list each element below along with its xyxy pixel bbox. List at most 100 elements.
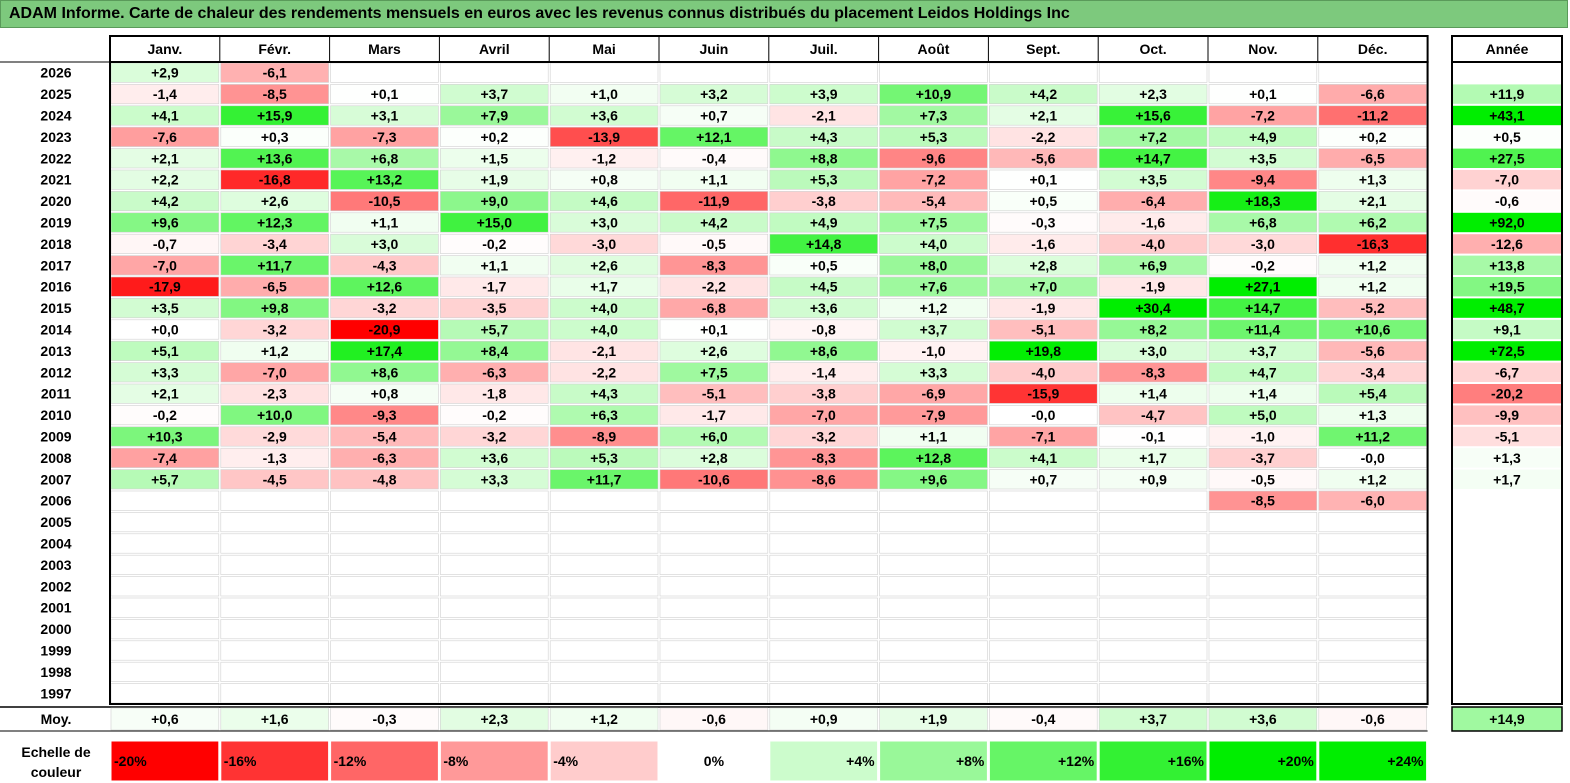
cell-value: -4,5: [263, 471, 287, 487]
cell-value: -15,9: [1027, 386, 1059, 402]
scale-swatch: [1098, 740, 1208, 782]
heatmap-cell: [769, 191, 878, 212]
heatmap-cell: [549, 490, 659, 511]
cell-value: +9,0: [480, 193, 508, 209]
cell-value: -6,5: [1361, 150, 1385, 166]
heatmap-cell: [1098, 383, 1208, 404]
annual-cell: [1453, 598, 1561, 618]
average-value: +1,2: [590, 711, 618, 727]
heatmap-cell: [769, 447, 878, 468]
cell-value: +17,4: [367, 343, 403, 359]
cell-value: -0,0: [1361, 450, 1385, 466]
average-cell: [549, 707, 659, 731]
cell-value: -0,1: [1141, 429, 1165, 445]
heatmap-cell: [1098, 84, 1208, 105]
year-label: 2008: [40, 450, 71, 466]
cell-value: +1,0: [590, 86, 618, 102]
cell-value: -0,2: [1251, 257, 1275, 273]
year-label: 2005: [40, 514, 71, 530]
heatmap-cell: [1098, 169, 1208, 190]
cell-value: +1,7: [590, 279, 618, 295]
heatmap-cell: [659, 661, 769, 682]
heatmap-cell: [330, 640, 439, 661]
heatmap-cell: [330, 683, 439, 704]
heatmap-cell: [440, 512, 549, 533]
cell-value: -1,8: [482, 386, 506, 402]
heatmap-cell: [440, 340, 549, 361]
cell-value: +6,0: [700, 429, 728, 445]
cell-value: -5,2: [1361, 300, 1385, 316]
cell-value: -8,9: [592, 429, 616, 445]
annual-cell: [1453, 448, 1561, 468]
cell-value: +5,3: [590, 450, 618, 466]
heatmap-cell: [879, 383, 988, 404]
cell-value: -17,9: [149, 279, 181, 295]
heatmap-cell: [1208, 683, 1318, 704]
cell-value: -3,2: [372, 300, 396, 316]
cell-value: -16,8: [259, 172, 291, 188]
scale-value: +16%: [1168, 753, 1205, 769]
heatmap-cell: [220, 105, 329, 126]
annual-value: -6,7: [1495, 364, 1519, 380]
heatmap-cell: [220, 576, 329, 597]
cell-value: +2,6: [700, 343, 728, 359]
annual-value: -7,0: [1495, 172, 1519, 188]
heatmap-cell: [769, 405, 878, 426]
heatmap-cell: [659, 62, 769, 83]
heatmap-cell: [879, 105, 988, 126]
heatmap-cell: [659, 84, 769, 105]
cell-value: +3,7: [480, 86, 508, 102]
heatmap-cell: [659, 447, 769, 468]
cell-value: -6,6: [1361, 86, 1385, 102]
heatmap-cell: [659, 533, 769, 554]
cell-value: +8,6: [810, 343, 838, 359]
heatmap-cell: [440, 683, 549, 704]
cell-value: -5,4: [372, 429, 396, 445]
heatmap-cell: [769, 105, 878, 126]
heatmap-cell: [989, 362, 1098, 383]
month-header: Juin: [700, 41, 729, 57]
cell-value: +14,7: [1135, 150, 1171, 166]
cell-value: +11,2: [1355, 429, 1390, 445]
heatmap-cell: [659, 619, 769, 640]
cell-value: +15,0: [477, 215, 513, 231]
annual-value: +9,1: [1493, 322, 1521, 338]
heatmap-cell: [440, 255, 549, 276]
cell-value: -7,0: [153, 257, 177, 273]
cell-value: +0,7: [700, 108, 728, 124]
cell-value: +12,1: [696, 129, 732, 145]
heatmap-cell: [879, 298, 988, 319]
cell-value: -2,3: [263, 386, 287, 402]
cell-value: -6,8: [702, 300, 726, 316]
heatmap-cell: [220, 84, 329, 105]
heatmap-cell: [549, 405, 659, 426]
cell-value: +3,3: [920, 364, 948, 380]
cell-value: -8,3: [1141, 364, 1165, 380]
cell-value: +0,1: [1029, 172, 1057, 188]
cell-value: +3,1: [371, 108, 399, 124]
cell-value: +1,1: [371, 215, 399, 231]
cell-value: -0,2: [482, 236, 506, 252]
cell-value: +5,0: [1249, 407, 1277, 423]
cell-value: +1,1: [480, 257, 508, 273]
heatmap-cell: [440, 126, 549, 147]
heatmap-cell: [769, 683, 878, 704]
cell-value: +11,4: [1246, 322, 1281, 338]
annual-cell: [1453, 84, 1561, 104]
heatmap-cell: [769, 661, 878, 682]
heatmap-cell: [220, 319, 329, 340]
average-value: +1,9: [920, 711, 948, 727]
cell-value: -10,6: [698, 471, 730, 487]
annual-cell: [1453, 576, 1561, 596]
cell-value: -9,3: [372, 407, 396, 423]
year-label: 2022: [40, 150, 71, 166]
annual-cell: [1453, 170, 1561, 190]
average-label: Moy.: [41, 711, 72, 727]
heatmap-cell: [549, 319, 659, 340]
heatmap-cell: [989, 298, 1098, 319]
heatmap-cell: [659, 576, 769, 597]
cell-value: +9,6: [920, 471, 948, 487]
cell-value: +0,3: [261, 129, 289, 145]
heatmap-cell: [989, 447, 1098, 468]
annual-cell: [1453, 191, 1561, 211]
